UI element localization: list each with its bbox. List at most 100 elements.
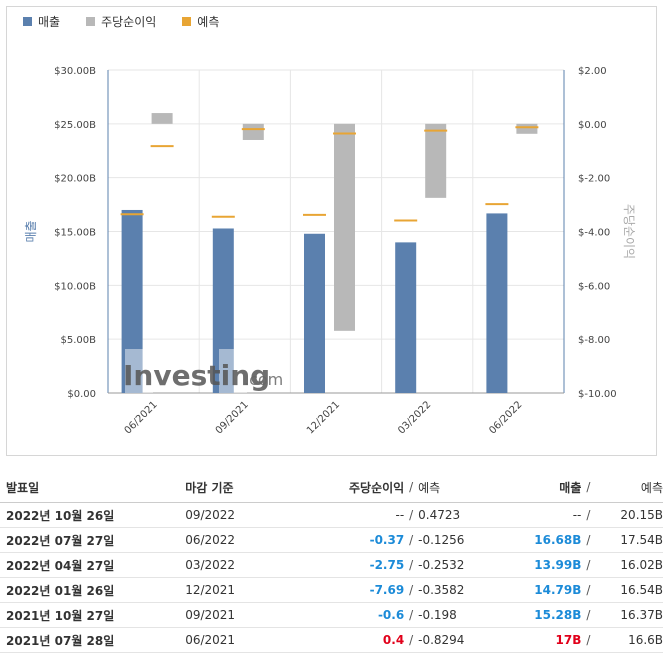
header-eps[interactable]: 주당순이익 [348,480,405,495]
row-eps-forecast: -0.3582 [418,583,465,597]
row-eps: -2.75 [369,558,405,572]
row-period: 12/2021 [185,583,236,597]
y-right-tick-label: $-10.00 [578,389,617,400]
header-revenue-forecast[interactable]: 예측 [640,480,663,495]
earnings-table: 발표일 마감 기준 주당순이익 / 예측 매출 / 예측 2022년 10월 2… [0,472,663,653]
row-revenue-forecast: 16.54B [620,583,663,597]
row-sep: / [409,558,414,572]
row-sep: / [586,633,591,647]
row-sep: / [409,608,414,622]
y-left-tick-label: $5.00B [61,335,97,346]
legend-swatch-eps [86,17,96,26]
eps-bar [334,123,355,331]
row-revenue-forecast: 16.6B [628,633,663,647]
x-tick-label: 06/2021 [123,399,160,436]
row-revenue: 13.99B [534,558,582,572]
row-sep: / [586,558,591,572]
row-date: 2022년 10월 26일 [6,508,115,523]
y-right-tick-label: $0.00 [578,120,607,131]
revenue-bar [304,233,325,393]
table-header-row: 발표일 마감 기준 주당순이익 / 예측 매출 / 예측 [0,472,663,503]
header-revenue[interactable]: 매출 [559,480,582,495]
row-eps: -7.69 [369,583,405,597]
revenue-bar [121,209,143,393]
earnings-chart: 매출 주당순이익 예측 $0.00 $5.00B $10.00B $15.00B $20… [6,6,657,456]
row-date: 2021년 10월 27일 [6,608,115,623]
y-left-tick-label: $0.00 [67,389,96,400]
y-left-tick-label: $10.00B [54,281,96,292]
y-left-tick-label: $20.00B [54,174,96,185]
x-tick-label: 09/2021 [214,399,251,436]
row-eps: 0.4 [382,633,405,647]
row-sep: / [409,583,414,597]
eps-bar [151,113,173,124]
row-eps-forecast: -0.198 [418,608,457,622]
row-revenue: 16.68B [534,533,582,547]
table-body: 2022년 10월 26일 09/2022 --/0.4723 --/20.15B 20… [0,503,663,653]
table-row: 2021년 07월 28일 06/2021 0.4 / -0.8294 17B / 16.6B [0,628,663,653]
x-tick-label: 03/2022 [396,399,433,436]
header-sep: / [409,480,414,494]
row-eps-forecast: -0.1256 [418,533,465,547]
y-right-axis-title: 주당순이익 [622,204,636,259]
y-right-tick-label: $-2.00 [578,174,610,185]
row-sep: / [586,608,591,622]
row-date: 2022년 01월 26일 [6,583,115,598]
row-eps: -0.37 [369,533,405,547]
legend-swatch-revenue [23,17,32,26]
legend-item-eps[interactable]: 주당순이익 [86,13,156,30]
y-right-tick-label: $2.00 [578,66,607,77]
y-left-axis-title: 매출 [24,220,38,242]
row-revenue-forecast: 16.02B [620,558,663,572]
row-revenue-forecast: 17.54B [620,533,663,547]
row-revenue-forecast: 20.15B [620,508,663,522]
y-right-tick-label: $-8.00 [578,335,610,346]
row-revenue: 14.79B [534,583,582,597]
y-left-tick-label: $15.00B [54,228,96,239]
revenue-bar [212,228,234,393]
header-period[interactable]: 마감 기준 [185,480,234,495]
row-sep: / [586,533,591,547]
row-period: 06/2021 [185,633,236,647]
table-row: 2022년 01월 26일 12/2021 -7.69 / -0.3582 14.79B /… [0,578,663,603]
header-sep-2: / [586,480,591,494]
revenue-bar [486,213,508,393]
row-date: 2022년 07월 27일 [6,533,115,548]
y-left-tick-label: $25.00B [54,120,96,131]
eps-bar [516,123,538,134]
legend-item-revenue[interactable]: 매출 [23,13,60,30]
x-tick-label: 12/2021 [305,399,342,436]
row-period: 03/2022 [185,558,236,572]
legend-swatch-forecast [182,17,192,26]
row-eps-forecast: 0.4723 [418,508,461,522]
x-tick-label: 06/2022 [487,399,524,436]
row-revenue-forecast: 16.37B [620,608,663,622]
watermark-block [219,349,247,393]
legend-item-forecast[interactable]: 예측 [182,13,219,30]
table-row: 2022년 04월 27일 03/2022 -2.75 / -0.2532 13.99B /… [0,553,663,578]
revenue-bar [395,242,417,393]
row-eps-forecast: -0.2532 [418,558,465,572]
table-row: 2021년 10월 27일 09/2021 -0.6 / -0.198 15.28B / 16… [0,603,663,628]
row-date: 2022년 04월 27일 [6,558,115,573]
row-eps: -0.6 [377,608,405,622]
row-sep: / [409,533,414,547]
row-sep: / [409,633,414,647]
row-period: 06/2022 [185,533,236,547]
row-revenue: 17B [555,633,582,647]
table-row: 2022년 10월 26일 09/2022 -- / 0.4723 -- / 20.15B [0,503,663,528]
y-left-tick-label: $30.00B [54,66,96,77]
row-date: 2021년 07월 28일 [6,633,115,648]
y-right-tick-label: $-4.00 [578,228,610,239]
header-date[interactable]: 발표일 [6,480,40,495]
y-right-tick-label: $-6.00 [578,281,610,292]
header-eps-forecast[interactable]: 예측 [418,480,441,495]
eps-bar [242,123,264,140]
legend-label-forecast: 예측 [197,15,220,29]
watermark-logo: Investing [123,359,270,392]
row-period: 09/2022 [185,508,236,522]
chart-legend: 매출 주당순이익 예측 [23,13,219,30]
row-eps: -- [395,508,405,522]
row-sep: / [409,508,414,522]
legend-label-revenue: 매출 [38,15,61,29]
